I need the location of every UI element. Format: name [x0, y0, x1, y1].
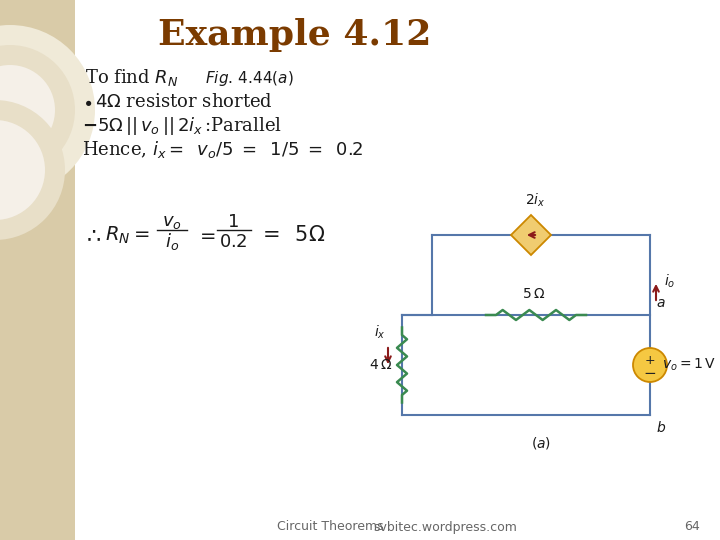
- Polygon shape: [511, 215, 551, 255]
- Text: $4\Omega$ resistor shorted: $4\Omega$ resistor shorted: [95, 93, 273, 111]
- Text: $Fig.\,4.44(a)$: $Fig.\,4.44(a)$: [205, 69, 294, 87]
- Text: $0.2$: $0.2$: [219, 233, 247, 251]
- Text: $i_x$: $i_x$: [374, 323, 386, 341]
- Circle shape: [633, 348, 667, 382]
- Circle shape: [0, 25, 95, 195]
- Text: $1$: $1$: [227, 213, 239, 231]
- Circle shape: [0, 100, 65, 240]
- Text: $-$: $-$: [644, 363, 657, 379]
- Text: $v_o$: $v_o$: [162, 213, 182, 231]
- Text: $i_o$: $i_o$: [165, 231, 179, 252]
- Text: $\therefore$: $\therefore$: [82, 224, 102, 246]
- Text: $4\,\Omega$: $4\,\Omega$: [369, 358, 392, 372]
- Text: To find $R_N$: To find $R_N$: [85, 68, 179, 89]
- Text: $2i_x$: $2i_x$: [525, 192, 545, 209]
- Text: $\bullet$: $\bullet$: [82, 93, 92, 111]
- Text: 64: 64: [684, 521, 700, 534]
- Text: $a$: $a$: [656, 296, 665, 310]
- Text: $i_o$: $i_o$: [664, 272, 675, 289]
- Text: $b$: $b$: [656, 420, 666, 435]
- Text: $+$: $+$: [644, 354, 656, 367]
- Text: $\mathbf{-}5\Omega\,||\,v_o\,||\,2i_x\,$:Parallel: $\mathbf{-}5\Omega\,||\,v_o\,||\,2i_x\,$…: [82, 115, 282, 137]
- Text: Hence, $i_x =\;\; v_o/5\; =\;\; 1/5\; =\;\; 0.2$: Hence, $i_x =\;\; v_o/5\; =\;\; 1/5\; =\…: [82, 139, 364, 160]
- Text: $=$: $=$: [196, 226, 216, 244]
- Text: Circuit Theorems: Circuit Theorems: [276, 521, 383, 534]
- Text: Example 4.12: Example 4.12: [158, 18, 432, 52]
- Text: $(a)$: $(a)$: [531, 435, 551, 451]
- Circle shape: [0, 45, 75, 175]
- Circle shape: [0, 120, 45, 220]
- Text: $=\;\; 5\Omega$: $=\;\; 5\Omega$: [258, 225, 325, 245]
- Text: $R_N =$: $R_N =$: [105, 224, 150, 246]
- Text: $v_o = 1\,\mathrm{V}$: $v_o = 1\,\mathrm{V}$: [662, 357, 716, 373]
- Circle shape: [0, 65, 55, 155]
- Text: svbitec.wordpress.com: svbitec.wordpress.com: [373, 521, 517, 534]
- Text: $5\,\Omega$: $5\,\Omega$: [523, 287, 546, 301]
- Polygon shape: [0, 0, 75, 540]
